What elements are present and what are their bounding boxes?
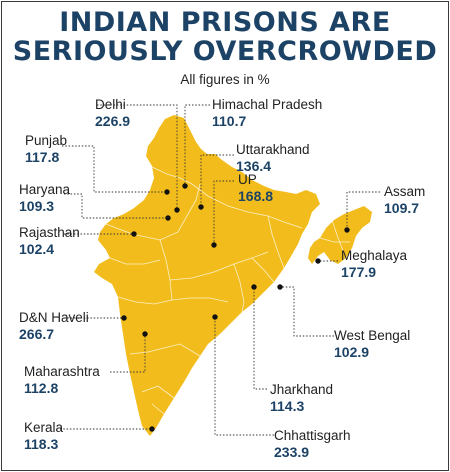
dot-kerala (149, 426, 155, 432)
state-value: 109.3 (19, 198, 55, 214)
state-value: 233.9 (274, 444, 310, 460)
state-name: Jharkhand (270, 382, 334, 397)
label-up: UP 168.8 (238, 172, 273, 205)
dot-punjab (164, 189, 170, 195)
title-line-1: INDIAN PRISONS ARE (59, 7, 391, 38)
label-kerala: Kerala 118.3 (24, 420, 63, 453)
state-name: Kerala (24, 420, 64, 435)
dot-delhi (174, 207, 180, 213)
label-delhi: Delhi 226.9 (95, 97, 130, 130)
label-assam: Assam 109.7 (384, 184, 425, 217)
state-value: 114.3 (270, 398, 305, 414)
label-haryana: Haryana 109.3 (19, 182, 70, 215)
state-name: West Bengal (334, 328, 411, 343)
state-value: 112.8 (24, 380, 59, 396)
dot-west-bengal (277, 284, 283, 290)
dot-chhattisgarh (212, 314, 218, 320)
state-value: 266.7 (19, 326, 55, 342)
dot-up (211, 242, 217, 248)
dot-rajasthan (131, 231, 137, 237)
state-value: 109.7 (384, 200, 420, 216)
dot-dn-haveli (121, 315, 127, 321)
state-value: 177.9 (341, 264, 377, 280)
dot-haryana (165, 215, 171, 221)
state-name: Delhi (95, 97, 126, 112)
state-value: 102.9 (334, 344, 370, 360)
state-name: D&N Haveli (19, 310, 89, 325)
state-name: Haryana (19, 182, 71, 197)
state-name: UP (238, 172, 257, 187)
state-value: 117.8 (25, 149, 60, 165)
state-value: 136.4 (236, 158, 272, 174)
india-mainland-shape (94, 115, 320, 436)
state-name: Rajasthan (19, 225, 80, 240)
state-value: 226.9 (95, 113, 131, 129)
label-punjab: Punjab 117.8 (25, 133, 67, 166)
state-name: Punjab (25, 133, 68, 148)
leader-lines (60, 104, 380, 436)
dot-maharashtra (142, 331, 148, 337)
label-chhattisgarh: Chhattisgarh 233.9 (274, 428, 351, 461)
label-jharkhand: Jharkhand 114.3 (270, 382, 333, 415)
state-name: Uttarakhand (236, 142, 310, 157)
northeast-region-shape (308, 206, 372, 264)
label-dn-haveli: D&N Haveli 266.7 (19, 310, 89, 343)
state-name: Assam (384, 184, 426, 199)
state-name: Himachal Pradesh (212, 97, 323, 112)
label-rajasthan: Rajasthan 102.4 (19, 225, 80, 258)
dot-himachal-pradesh (182, 183, 188, 189)
state-value: 168.8 (238, 188, 274, 204)
state-name: Chhattisgarh (274, 428, 351, 443)
label-himachal-pradesh: Himachal Pradesh 110.7 (212, 97, 322, 130)
state-value: 110.7 (212, 113, 247, 129)
state-value: 102.4 (19, 241, 55, 257)
label-meghalaya: Meghalaya 177.9 (341, 248, 407, 281)
state-value: 118.3 (24, 436, 59, 452)
state-name: Maharashtra (24, 364, 100, 379)
dot-assam (344, 227, 350, 233)
subtitle: All figures in % (180, 72, 270, 87)
state-name: Meghalaya (341, 248, 408, 263)
dot-uttarakhand (198, 204, 204, 210)
label-west-bengal: West Bengal 102.9 (334, 328, 410, 361)
location-dots (121, 183, 350, 432)
label-maharashtra: Maharashtra 112.8 (24, 364, 100, 397)
label-uttarakhand: Uttarakhand 136.4 (236, 142, 310, 175)
title-line-2: SERIOUSLY OVERCROWDED (12, 36, 438, 67)
dot-meghalaya (315, 258, 321, 264)
dot-jharkhand (251, 284, 257, 290)
